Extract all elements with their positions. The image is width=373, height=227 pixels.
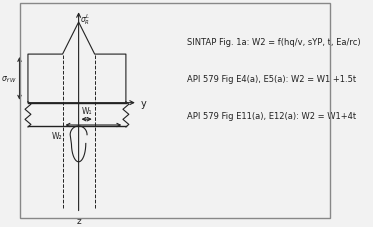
Text: $\sigma^L_R$: $\sigma^L_R$ — [80, 12, 90, 27]
Text: API 579 Fig E11(a), E12(a): W2 = W1+4t: API 579 Fig E11(a), E12(a): W2 = W1+4t — [187, 111, 356, 120]
Text: W₂: W₂ — [52, 131, 63, 140]
Text: z: z — [76, 216, 81, 225]
Text: y: y — [140, 98, 146, 108]
Text: $\sigma_{YW}$: $\sigma_{YW}$ — [0, 74, 16, 84]
Text: API 579 Fig E4(a), E5(a): W2 = W1 +1.5t: API 579 Fig E4(a), E5(a): W2 = W1 +1.5t — [187, 74, 356, 84]
Text: W₁: W₁ — [81, 107, 92, 116]
Text: SINTAP Fig. 1a: W2 = f(hq/v, sYP, t, Ea/rc): SINTAP Fig. 1a: W2 = f(hq/v, sYP, t, Ea/… — [187, 38, 360, 47]
